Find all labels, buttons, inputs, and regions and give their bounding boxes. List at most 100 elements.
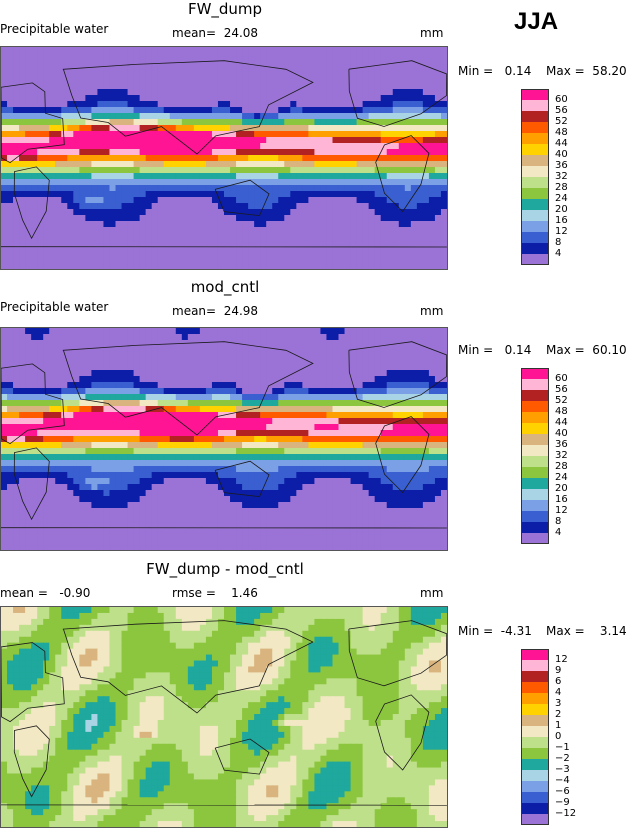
heatmap-cell [1,83,8,90]
heatmap-cell [404,466,412,473]
heatmap-cell [67,191,74,198]
heatmap-cell [25,53,32,60]
heatmap-cell [91,496,99,503]
heatmap-cell [260,125,267,132]
heatmap-cell [127,472,135,479]
heatmap-cell [308,71,316,78]
heatmap-cell [356,418,364,425]
heatmap-cell [278,185,285,192]
heatmap-cell [392,376,400,383]
heatmap-cell [260,167,267,174]
heatmap-cell [326,137,334,144]
heatmap-cell [272,251,279,258]
heatmap-cell [175,472,183,479]
heatmap-cell [254,478,261,485]
heatmap-cell [199,47,207,54]
heatmap-cell [97,77,105,84]
heatmap-cell [308,424,316,431]
heatmap-cell [145,209,153,216]
heatmap-cell [386,179,394,186]
heatmap-cell [302,95,309,102]
heatmap-cell [284,400,291,407]
heatmap-cell [1,197,8,204]
heatmap-cell [103,209,111,216]
heatmap-cell [266,149,273,156]
heatmap-cell [260,185,267,192]
heatmap-cell [248,424,255,431]
heatmap-cell [290,251,297,258]
heatmap-cell [151,89,159,96]
heatmap-cell [79,239,86,246]
heatmap-cell [217,227,225,234]
heatmap-cell [73,161,80,168]
heatmap-cell [368,173,376,180]
heatmap-cell [260,352,267,359]
heatmap-cell [344,119,352,126]
heatmap-cell [356,161,364,168]
heatmap-cell [344,490,352,497]
heatmap-cell [181,47,189,54]
heatmap-cell [236,412,243,419]
heatmap-cell [422,496,430,503]
heatmap-cell [230,185,237,192]
heatmap-cell [416,245,424,252]
heatmap-cell [422,406,430,413]
heatmap-cell [320,478,328,485]
heatmap-cell [260,53,267,60]
heatmap-cell [428,257,436,264]
heatmap-cell [211,251,219,258]
heatmap-cell [428,478,436,485]
heatmap-cell [67,263,74,269]
heatmap-cell [248,352,255,359]
heatmap-cell [49,221,56,228]
heatmap-cell [163,47,171,54]
heatmap-cell [187,334,195,341]
heatmap-cell [290,382,297,389]
heatmap-cell [25,466,32,473]
heatmap-cell [344,227,352,234]
heatmap-cell [326,484,334,491]
heatmap-cell [248,472,255,479]
heatmap-cell [193,173,201,180]
heatmap-cell [139,448,147,455]
heatmap-cell [85,370,93,377]
heatmap-cell [175,89,183,96]
colorbar-row: 44 [521,133,591,149]
heatmap-cell [320,53,328,60]
heatmap-cell [248,251,255,258]
heatmap-cell [350,448,358,455]
heatmap-cell [67,412,74,419]
heatmap-cell [362,155,370,162]
heatmap-cell [362,125,370,132]
heatmap-cell [199,215,207,222]
heatmap-cell [374,382,382,389]
heatmap-cell [79,227,86,234]
heatmap-cell [199,376,207,383]
heatmap-cell [55,358,62,365]
heatmap-cell [416,47,424,54]
heatmap-cell [434,137,442,144]
heatmap-cell [410,460,418,467]
heatmap-cell [380,59,388,66]
heatmap-cell [326,496,334,503]
heatmap-cell [67,113,74,120]
heatmap-cell [248,119,255,126]
heatmap-cell [374,376,382,383]
heatmap-cell [151,53,159,60]
heatmap-cell [224,131,231,138]
heatmap-cell [326,131,334,138]
heatmap-cell [91,125,99,132]
heatmap-cell [169,406,177,413]
heatmap-cell [25,352,32,359]
heatmap-cell [181,484,189,491]
heatmap-cell [73,394,80,401]
heatmap-cell [97,179,105,186]
heatmap-cell [73,221,80,228]
heatmap-cell [362,490,370,497]
heatmap-cell [422,490,430,497]
heatmap-cell [266,167,273,174]
heatmap-cell [326,376,334,383]
heatmap-cell [199,161,207,168]
heatmap-cell [440,137,447,144]
heatmap-cell [404,239,412,246]
